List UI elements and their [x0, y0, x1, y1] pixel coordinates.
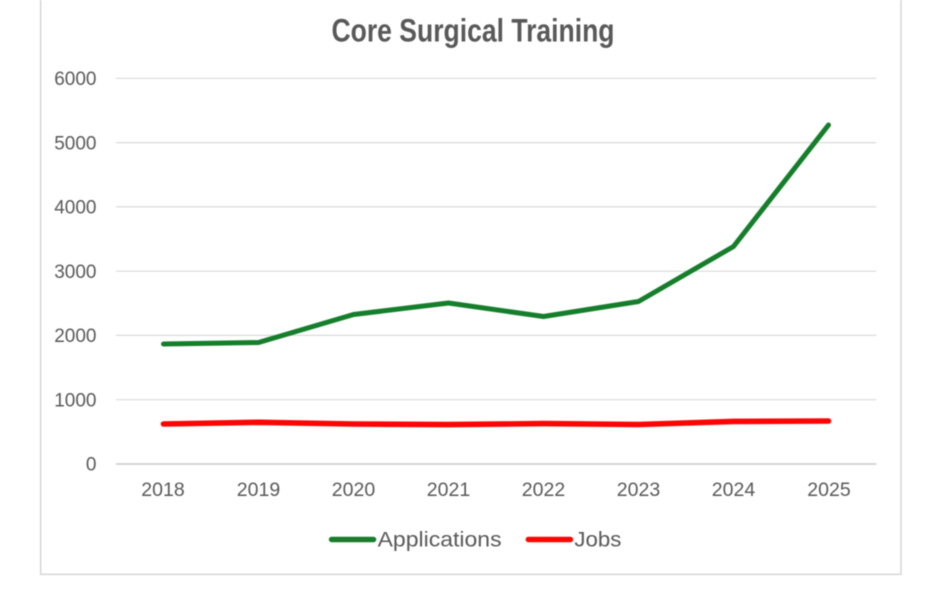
svg-text:2019: 2019: [237, 479, 280, 501]
svg-text:2024: 2024: [712, 479, 756, 501]
svg-text:Core Surgical Training: Core Surgical Training: [332, 13, 615, 49]
svg-text:2021: 2021: [427, 479, 470, 501]
svg-text:Jobs: Jobs: [574, 528, 621, 552]
svg-text:2018: 2018: [141, 479, 184, 501]
svg-text:1000: 1000: [54, 390, 96, 411]
svg-text:6000: 6000: [54, 69, 96, 90]
svg-text:0: 0: [86, 455, 97, 476]
svg-text:2023: 2023: [617, 479, 660, 501]
svg-text:2025: 2025: [807, 479, 851, 501]
svg-text:5000: 5000: [54, 133, 96, 154]
svg-text:2000: 2000: [54, 326, 96, 347]
svg-text:2020: 2020: [332, 479, 376, 501]
svg-text:2022: 2022: [522, 479, 565, 501]
svg-text:3000: 3000: [54, 262, 96, 283]
svg-text:Applications: Applications: [378, 528, 502, 552]
svg-text:4000: 4000: [54, 198, 96, 219]
